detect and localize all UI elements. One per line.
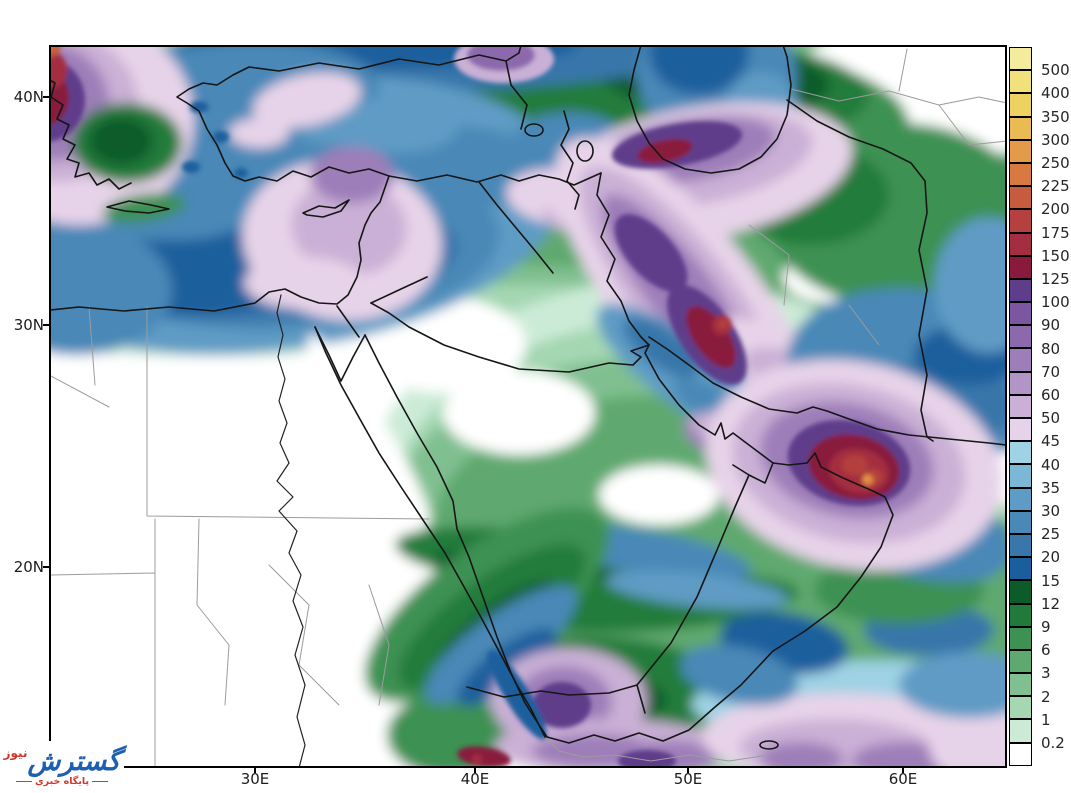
legend-swatch: [1009, 673, 1032, 697]
map-frame: [49, 45, 1007, 768]
legend-value-label: 225: [1041, 177, 1070, 196]
legend-swatch: [1009, 441, 1032, 465]
legend-swatch: [1009, 139, 1032, 163]
legend-value-label: 60: [1041, 386, 1061, 404]
lon-tick-label: 30E: [240, 770, 270, 788]
legend-swatch: [1009, 47, 1032, 71]
country-borders: [51, 47, 1005, 766]
nile-river-line: [276, 294, 306, 766]
lon-tick-label: 50E: [673, 770, 703, 788]
lat-tick-mark: [43, 566, 49, 568]
legend-value-label: 6: [1041, 641, 1051, 660]
lon-tick-mark: [687, 767, 689, 773]
legend-swatch: [1009, 626, 1032, 650]
legend-swatch: [1009, 93, 1032, 117]
legend-value-label: 30: [1041, 502, 1061, 520]
watermark-brand-row: گسترش نیوز: [3, 745, 122, 777]
legend-swatch: [1009, 742, 1032, 766]
legend-swatch: [1009, 557, 1032, 581]
tagline-rule-left: [92, 780, 109, 782]
lon-tick-mark: [902, 767, 904, 773]
legend-swatch: [1009, 464, 1032, 488]
precipitation-map: [49, 45, 1007, 768]
legend-value-label: 175: [1041, 223, 1070, 242]
precip-color-field: [51, 47, 1005, 766]
legend-value-label: 80: [1041, 339, 1061, 358]
legend-value-label: 0.2: [1041, 734, 1065, 752]
watermark-tagline-row: پایگاه خبری: [13, 776, 111, 787]
legend-value-label: 100: [1041, 293, 1070, 312]
watermark-suffix-text: نیوز: [3, 745, 28, 760]
legend-swatch: [1009, 487, 1032, 511]
lat-tick-label: 40N: [13, 88, 44, 106]
lon-tick-mark: [474, 767, 476, 773]
color-scale-legend: [1009, 47, 1032, 766]
lat-tick-mark: [43, 324, 49, 326]
legend-value-label: 20: [1041, 548, 1061, 567]
legend-value-label: 350: [1041, 107, 1070, 126]
legend-swatch: [1009, 418, 1032, 442]
legend-value-label: 9: [1041, 618, 1051, 636]
legend-value-label: 150: [1041, 246, 1070, 265]
legend-value-label: 90: [1041, 316, 1061, 335]
legend-swatch: [1009, 696, 1032, 720]
lat-tick-label: 30N: [13, 316, 44, 334]
legend-swatch: [1009, 580, 1032, 604]
legend-swatch: [1009, 649, 1032, 674]
lat-tick-mark: [43, 96, 49, 98]
legend-value-label: 70: [1041, 362, 1061, 381]
gostaresh-news-watermark: گسترش نیوز پایگاه خبری: [0, 741, 124, 793]
legend-swatch: [1009, 371, 1032, 395]
lon-tick-label: 60E: [888, 770, 918, 788]
lon-tick-mark: [254, 767, 256, 773]
legend-swatch: [1009, 348, 1032, 372]
legend-swatch: [1009, 533, 1032, 558]
legend-swatch: [1009, 186, 1032, 210]
legend-swatch: [1009, 325, 1032, 349]
legend-swatch: [1009, 162, 1032, 187]
legend-swatch: [1009, 394, 1032, 418]
legend-swatch: [1009, 510, 1032, 534]
lon-tick-label: 40E: [460, 770, 490, 788]
legend-value-label: 40: [1041, 455, 1061, 474]
legend-value-label: 25: [1041, 525, 1061, 544]
legend-swatch: [1009, 719, 1032, 743]
lat-tick-label: 20N: [13, 558, 44, 576]
legend-swatch: [1009, 603, 1032, 627]
tagline-rule-right: [15, 780, 32, 782]
legend-swatch: [1009, 302, 1032, 326]
legend-value-label: 15: [1041, 571, 1061, 590]
legend-value-label: 400: [1041, 84, 1070, 103]
legend-value-label: 1: [1041, 710, 1051, 729]
legend-swatch: [1009, 255, 1032, 279]
legend-value-label: 35: [1041, 478, 1061, 497]
legend-swatch: [1009, 116, 1032, 140]
watermark-brand-text: گسترش: [27, 745, 121, 777]
legend-value-label: 3: [1041, 664, 1051, 683]
legend-swatch: [1009, 70, 1032, 94]
watermark-tagline-text: پایگاه خبری: [34, 775, 90, 787]
legend-swatch: [1009, 232, 1032, 256]
legend-value-label: 300: [1041, 130, 1070, 149]
legend-value-label: 2: [1041, 687, 1051, 706]
legend-value-label: 50: [1041, 409, 1061, 428]
legend-value-label: 500: [1041, 61, 1070, 80]
legend-value-label: 125: [1041, 270, 1070, 288]
legend-swatch: [1009, 209, 1032, 233]
legend-value-label: 45: [1041, 432, 1061, 451]
legend-value-label: 250: [1041, 154, 1070, 172]
legend-value-label: 12: [1041, 594, 1061, 613]
legend-value-label: 200: [1041, 200, 1070, 219]
legend-swatch: [1009, 278, 1032, 303]
